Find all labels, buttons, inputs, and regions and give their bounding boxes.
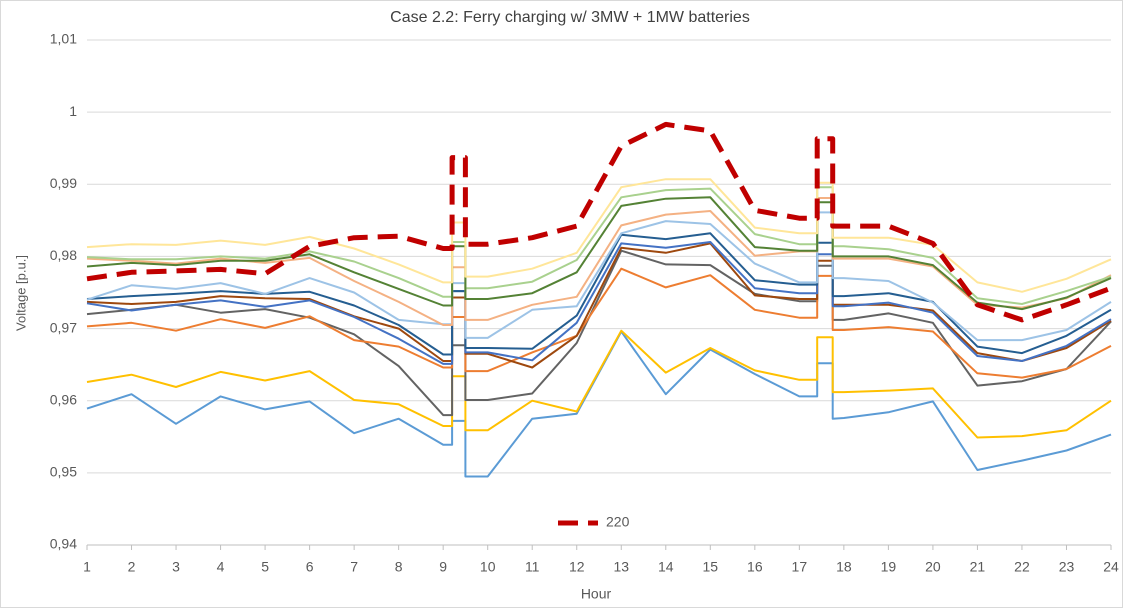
x-tick-label: 13 bbox=[613, 559, 629, 575]
y-tick-label: 0,95 bbox=[50, 464, 77, 480]
series-line bbox=[86, 196, 1112, 311]
x-tick-label: 6 bbox=[306, 559, 314, 575]
x-tick-label: 2 bbox=[128, 559, 136, 575]
series-line bbox=[86, 178, 1112, 293]
x-tick-label: 24 bbox=[1103, 559, 1119, 575]
x-tick-label: 7 bbox=[350, 559, 358, 575]
series-line bbox=[86, 121, 1112, 323]
x-tick-label: 5 bbox=[261, 559, 269, 575]
x-tick-label: 4 bbox=[217, 559, 225, 575]
y-tick-label: 1 bbox=[69, 103, 77, 119]
x-tick-label: 23 bbox=[1059, 559, 1075, 575]
x-tick-label: 8 bbox=[395, 559, 403, 575]
x-tick-label: 19 bbox=[881, 559, 897, 575]
series-line bbox=[86, 267, 1112, 379]
y-tick-label: 0,96 bbox=[50, 391, 77, 407]
y-tick-label: 0,94 bbox=[50, 536, 77, 552]
x-tick-label: 1 bbox=[83, 559, 91, 575]
x-tick-label: 15 bbox=[703, 559, 719, 575]
x-tick-label: 21 bbox=[970, 559, 986, 575]
x-tick-label: 10 bbox=[480, 559, 496, 575]
chart-title: Case 2.2: Ferry charging w/ 3MW + 1MW ba… bbox=[390, 9, 750, 26]
legend-label: 220 bbox=[606, 514, 630, 530]
y-tick-label: 0,99 bbox=[50, 175, 77, 191]
y-tick-label: 0,98 bbox=[50, 247, 77, 263]
x-tick-label: 16 bbox=[747, 559, 763, 575]
series-line bbox=[86, 197, 1112, 326]
series-line bbox=[86, 241, 1112, 365]
x-tick-label: 3 bbox=[172, 559, 180, 575]
series-line bbox=[86, 242, 1112, 369]
x-tick-label: 18 bbox=[836, 559, 852, 575]
y-tick-label: 0,97 bbox=[50, 319, 77, 335]
x-tick-label: 14 bbox=[658, 559, 674, 575]
x-tick-label: 9 bbox=[439, 559, 447, 575]
y-tick-label: 1,01 bbox=[50, 31, 77, 47]
series-line bbox=[86, 232, 1112, 356]
x-tick-label: 20 bbox=[925, 559, 941, 575]
x-axis-label: Hour bbox=[581, 586, 612, 602]
series-line bbox=[86, 329, 1112, 439]
x-tick-label: 17 bbox=[792, 559, 808, 575]
x-tick-label: 22 bbox=[1014, 559, 1030, 575]
x-tick-label: 12 bbox=[569, 559, 585, 575]
series-line bbox=[86, 186, 1112, 305]
series-line bbox=[86, 211, 1112, 342]
x-tick-label: 11 bbox=[525, 559, 540, 575]
y-axis-label: Voltage [p.u.] bbox=[13, 255, 28, 331]
